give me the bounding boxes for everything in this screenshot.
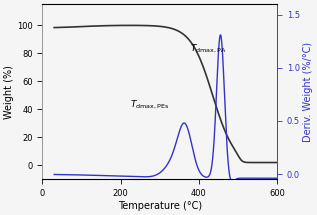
Y-axis label: Deriv. Weight (%/°C): Deriv. Weight (%/°C) [303,42,313,142]
Y-axis label: Weight (%): Weight (%) [4,65,14,119]
Text: $T_{\mathrm{dmax,PA}}$: $T_{\mathrm{dmax,PA}}$ [190,43,227,55]
Text: $T_{\mathrm{dmax,PEs}}$: $T_{\mathrm{dmax,PEs}}$ [130,99,169,111]
X-axis label: Temperature (°C): Temperature (°C) [118,201,202,211]
